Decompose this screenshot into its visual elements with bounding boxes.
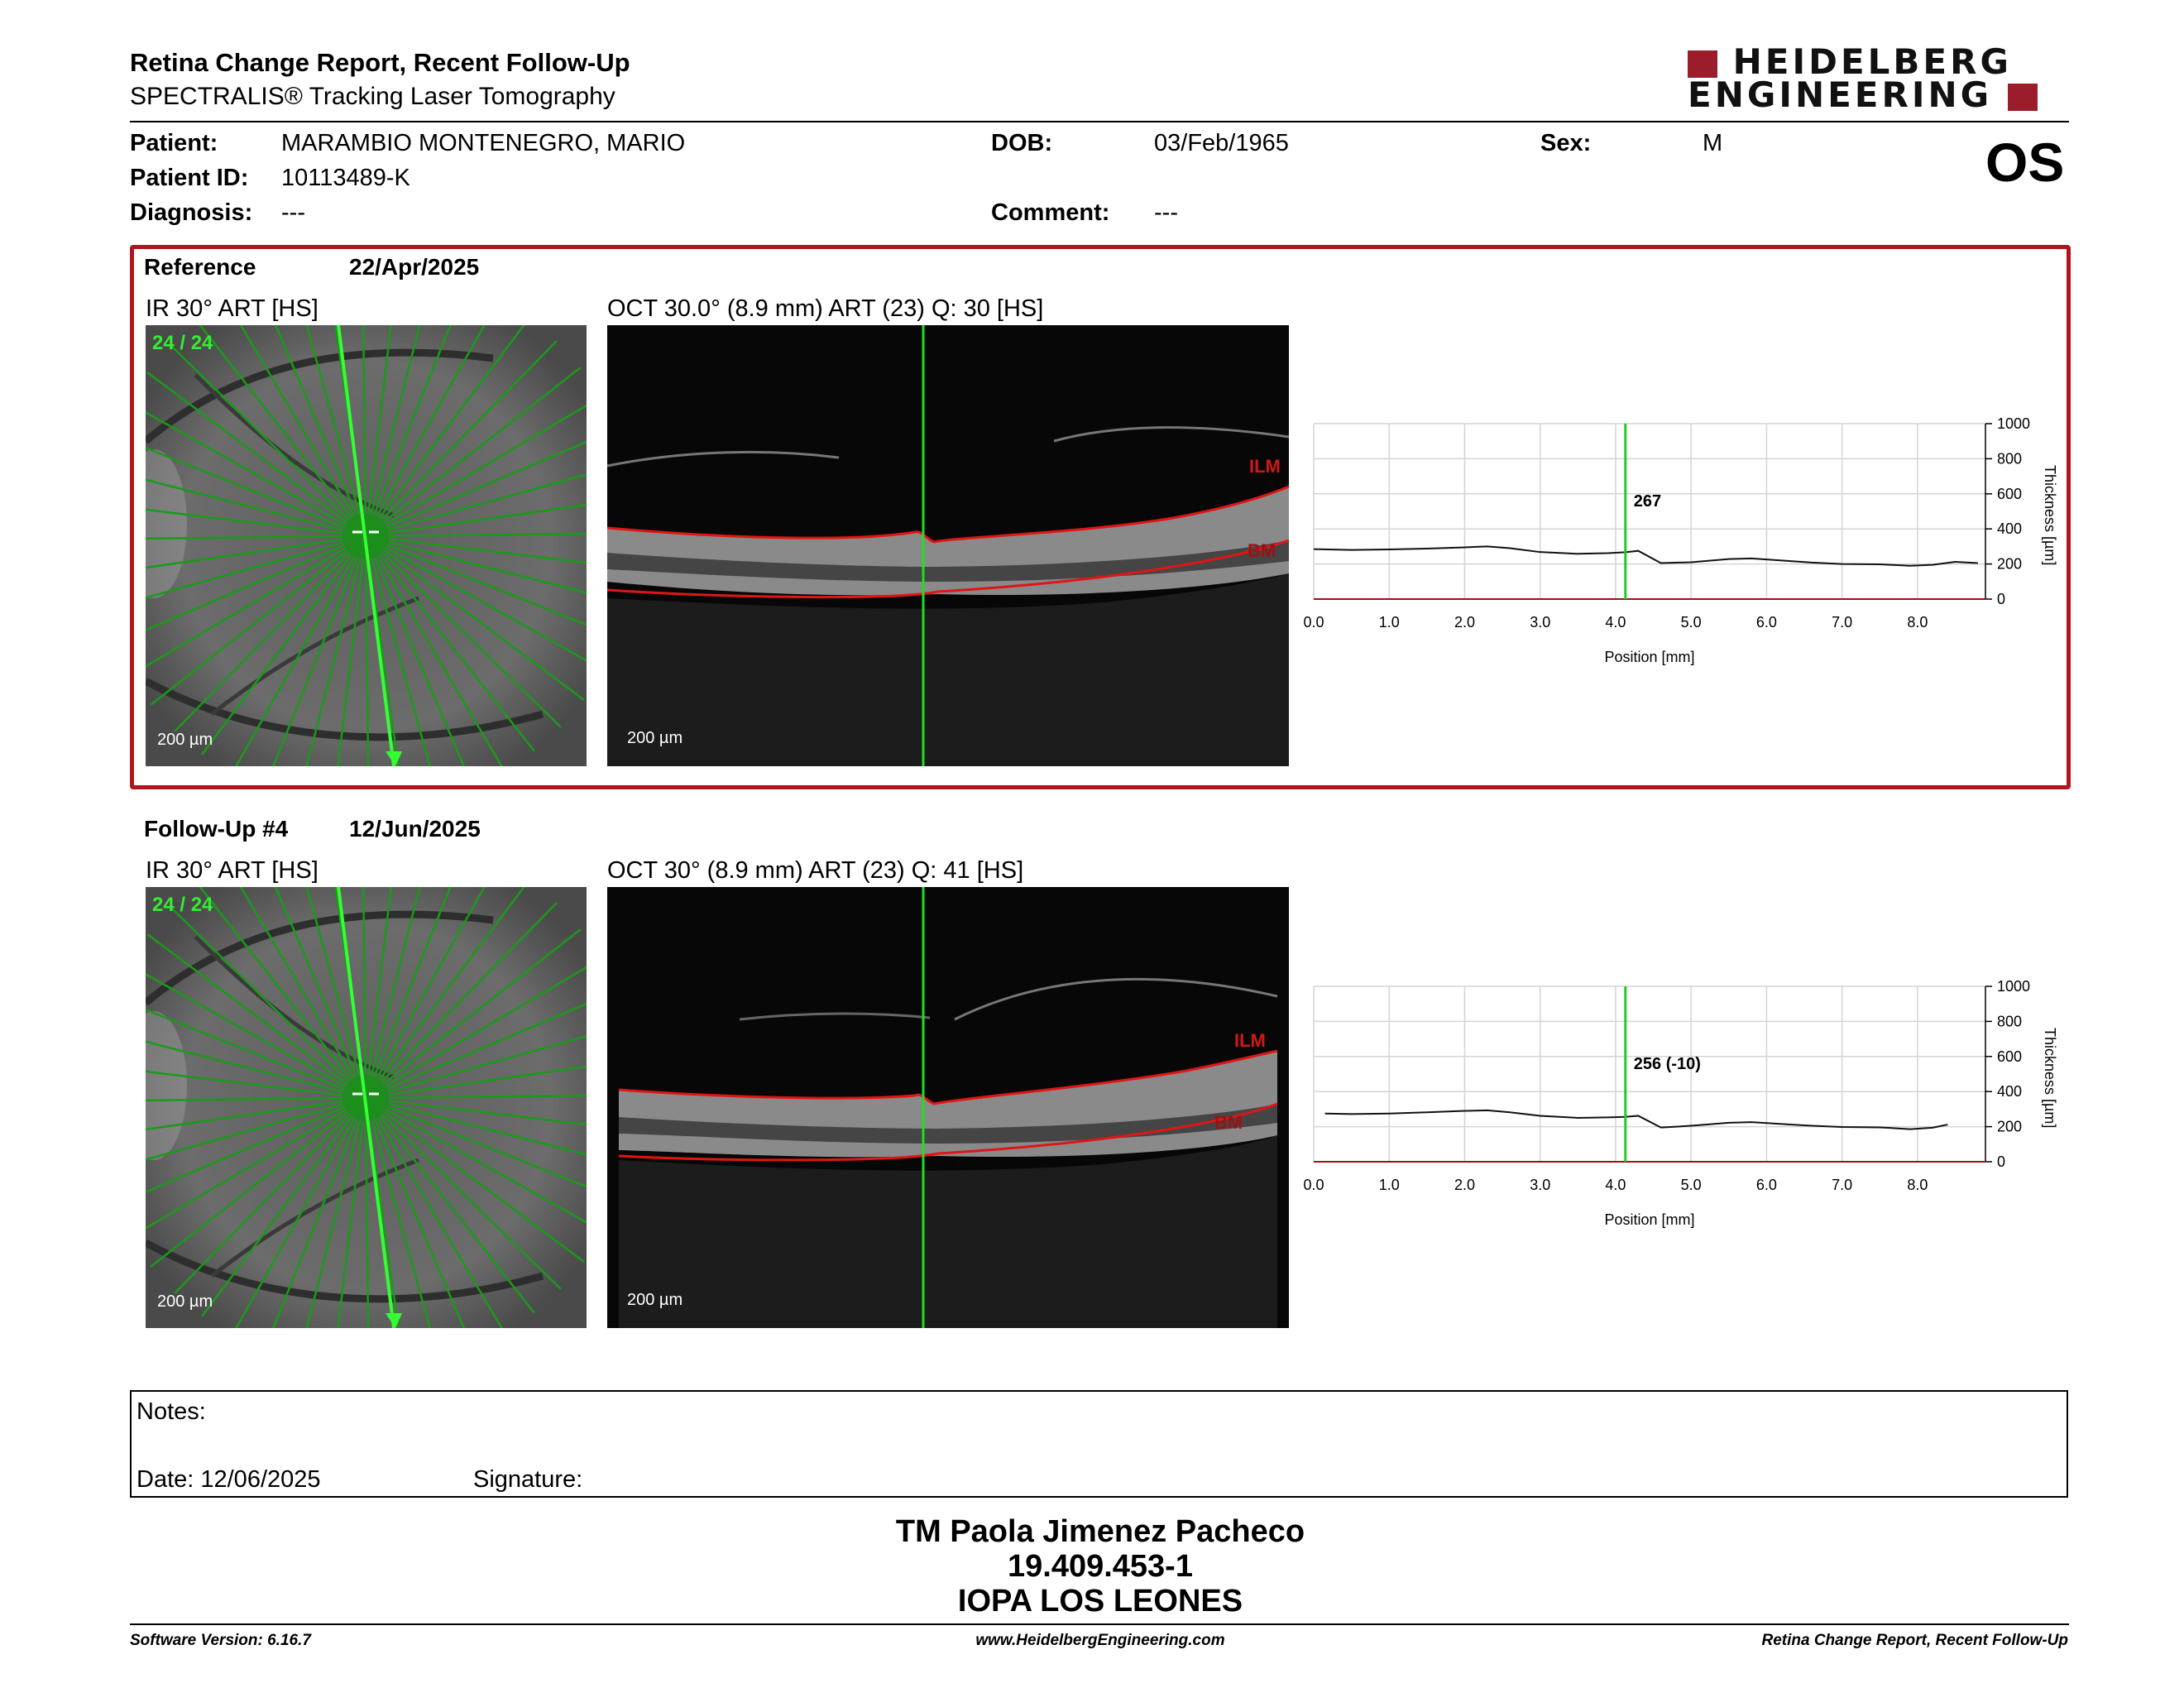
patient-id-value: 10113489-K [281,165,410,191]
reference-oct-scalebar: 200 µm [627,729,683,747]
followup-bm-label: BM [1214,1112,1243,1133]
x-tick-label: 5.0 [1681,614,1702,631]
heidelberg-logo: HEIDELBERG ENGINEERING [1688,45,2076,116]
header-divider [130,121,2069,122]
reference-ir-fundus-image: 24 / 24 200 µm [146,325,587,766]
reference-oct-svg [607,325,1289,766]
reference-ir-title: IR 30° ART [HS] [146,295,318,322]
y-tick-label: 800 [1997,1013,2022,1029]
notes-date: Date: 12/06/2025 [136,1466,321,1493]
y-tick-label: 400 [1997,1083,2022,1100]
x-tick-label: 6.0 [1756,614,1777,631]
footer-report-name: Retina Change Report, Recent Follow-Up [1761,1632,2068,1649]
sex-label: Sex: [1540,130,1592,156]
x-tick-label: 4.0 [1605,1177,1626,1193]
reference-ir-scalebar: 200 µm [157,731,213,749]
x-tick-label: 4.0 [1605,614,1626,631]
followup-ir-scalebar: 200 µm [157,1292,213,1311]
report-subtitle: SPECTRALIS® Tracking Laser Tomography [130,83,615,110]
followup-oct-svg [607,887,1289,1328]
x-tick-label: 2.0 [1454,1177,1475,1193]
signature-label: Signature: [473,1466,583,1493]
y-axis-title: Thickness [µm] [2042,465,2058,565]
x-tick-label: 3.0 [1530,614,1550,631]
followup-oct-bscan-image: ILM BM 200 µm [607,887,1289,1328]
followup-ir-title: IR 30° ART [HS] [146,857,318,884]
thickness-series-line [1324,1109,1948,1130]
footer-divider [130,1623,2069,1625]
reference-ir-svg [146,325,587,766]
dob-label: DOB: [991,130,1053,156]
y-axis-title: Thickness [µm] [2042,1028,2058,1128]
x-tick-label: 7.0 [1832,1177,1852,1193]
x-tick-label: 7.0 [1832,614,1852,631]
followup-thickness-chart: 0.0 1.0 2.0 3.0 4.0 5.0 6.0 7.0 8.0 0 200 400 600 800… [1303,978,2058,1228]
x-tick-label: 0.0 [1303,614,1324,631]
x-tick-label: 1.0 [1379,1177,1400,1193]
y-tick-label: 0 [1997,1153,2005,1170]
y-tick-label: 600 [1997,1048,2022,1065]
x-tick-label: 5.0 [1681,1177,1702,1193]
reference-ilm-label: ILM [1249,456,1281,477]
x-axis-title: Position [mm] [1604,1211,1694,1228]
footer-software-version: Software Version: 6.16.7 [130,1632,311,1649]
y-tick-label: 0 [1997,591,2005,607]
x-axis-title: Position [mm] [1604,649,1694,665]
followup-label: Follow-Up #4 [144,816,289,842]
diagnosis-label: Diagnosis: [130,199,253,226]
reference-date: 22/Apr/2025 [349,254,480,280]
reference-thickness-chart: 0.0 1.0 2.0 3.0 4.0 5.0 6.0 7.0 8.0 0 200 400 600 800… [1303,415,2058,665]
followup-ilm-label: ILM [1234,1030,1266,1051]
x-tick-label: 8.0 [1907,614,1928,631]
followup-oct-title: OCT 30° (8.9 mm) ART (23) Q: 41 [HS] [607,857,1024,884]
followup-date: 12/Jun/2025 [349,816,481,842]
reference-bm-label: BM [1248,540,1276,561]
followup-ir-scan-counter: 24 / 24 [152,894,213,916]
footer-website-link[interactable]: www.HeidelbergEngineering.com [975,1632,1225,1649]
y-tick-label: 600 [1997,486,2022,502]
y-tick-label: 800 [1997,450,2022,467]
y-tick-label: 400 [1997,520,2022,537]
reference-section [130,245,2071,789]
patient-id-label: Patient ID: [130,165,249,191]
notes-box: Notes: Date: 12/06/2025 Signature: [130,1390,2068,1498]
thickness-series-line [1313,545,1978,567]
signer-name: TM Paola Jimenez Pacheco [895,1514,1305,1549]
comment-value: --- [1154,199,1178,226]
dob-value: 03/Feb/1965 [1154,130,1289,156]
logo-square-icon [2007,84,2038,111]
reference-ir-scan-counter: 24 / 24 [152,332,213,354]
logo-line-2: ENGINEERING [1688,74,1993,115]
followup-oct-scalebar: 200 µm [627,1291,683,1309]
y-tick-label: 200 [1997,556,2022,573]
diagnosis-value: --- [281,199,305,226]
x-tick-label: 6.0 [1756,1177,1777,1193]
patient-label: Patient: [130,130,218,156]
y-tick-label: 1000 [1997,415,2030,432]
reference-oct-bscan-image: ILM BM 200 µm [607,325,1289,766]
followup-ir-fundus-image: 24 / 24 200 µm [146,887,587,1328]
sex-value: M [1703,130,1723,156]
logo-square-icon [1688,50,1717,78]
notes-label: Notes: [136,1398,206,1425]
logo-line-1: HEIDELBERG [1732,41,2012,82]
y-tick-label: 200 [1997,1119,2022,1135]
comment-label: Comment: [991,199,1110,226]
signer-org: IOPA LOS LEONES [957,1584,1243,1618]
x-tick-label: 2.0 [1454,614,1475,631]
patient-name: MARAMBIO MONTENEGRO, MARIO [281,130,686,156]
position-marker-value: 256 (-10) [1634,1055,1701,1073]
x-tick-label: 3.0 [1530,1177,1550,1193]
followup-ir-svg [146,887,587,1328]
reference-oct-title: OCT 30.0° (8.9 mm) ART (23) Q: 30 [HS] [607,295,1044,322]
eye-indicator: OS [1985,132,2065,193]
x-tick-label: 1.0 [1379,614,1400,631]
signer-id: 19.409.453-1 [1008,1549,1193,1584]
x-tick-label: 8.0 [1907,1177,1928,1193]
position-marker-value: 267 [1634,492,1661,511]
y-tick-label: 1000 [1997,978,2030,995]
reference-label: Reference [144,254,256,280]
report-title: Retina Change Report, Recent Follow-Up [130,48,630,77]
x-tick-label: 0.0 [1303,1177,1324,1193]
